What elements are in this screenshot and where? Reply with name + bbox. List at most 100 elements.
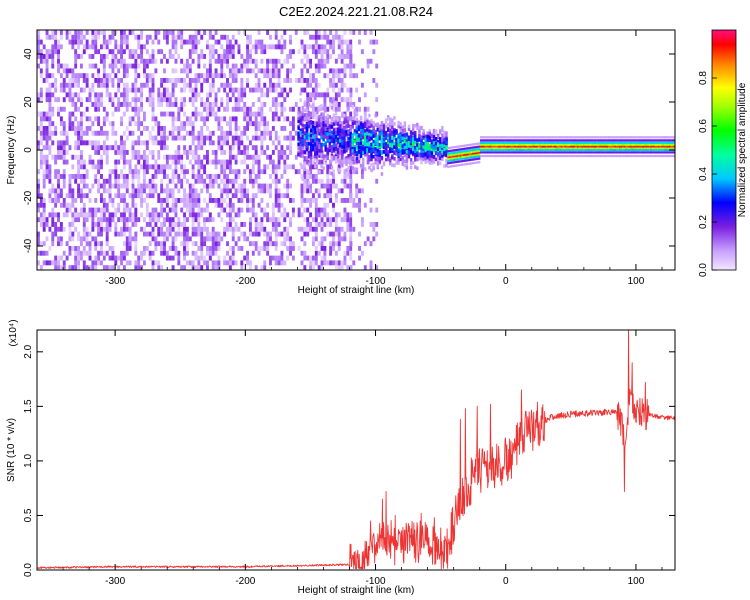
heatmap-cell	[82, 164, 86, 170]
heatmap-cell	[475, 155, 478, 158]
heatmap-cell	[145, 183, 149, 189]
heatmap-cell	[74, 226, 78, 232]
heatmap-cell	[183, 121, 186, 127]
heatmap-cell	[48, 135, 52, 141]
heatmap-cell	[326, 120, 329, 125]
heatmap-cell	[280, 231, 284, 237]
heatmap-cell	[475, 148, 478, 151]
heatmap-cell	[128, 102, 132, 107]
heatmap-cell	[234, 130, 238, 136]
heatmap-cell	[314, 147, 317, 152]
heatmap-cell	[91, 82, 95, 88]
heatmap-cell	[174, 222, 178, 227]
heatmap-cell	[343, 159, 346, 163]
heatmap-cell	[289, 130, 292, 136]
heatmap-cell	[495, 147, 498, 150]
heatmap-cell	[332, 169, 335, 175]
heatmap-cell	[142, 140, 146, 146]
heatmap-cell	[148, 212, 152, 218]
heatmap-cell	[137, 150, 141, 155]
heatmap-cell	[372, 49, 376, 55]
heatmap-cell	[424, 152, 427, 157]
heatmap-cell	[177, 30, 181, 35]
heatmap-cell	[97, 106, 101, 112]
heatmap-cell	[171, 92, 175, 98]
heatmap-cell	[85, 44, 89, 50]
heatmap-cell	[94, 212, 98, 218]
heatmap-cell	[375, 222, 379, 227]
heatmap-cell	[266, 87, 270, 93]
heatmap-cell	[314, 54, 318, 59]
heatmap-cell	[85, 226, 89, 232]
heatmap-cell	[79, 73, 83, 79]
heatmap-cell	[108, 121, 112, 127]
heatmap-cell	[432, 154, 436, 159]
heatmap-cell	[194, 188, 198, 194]
heatmap-cell	[57, 193, 60, 199]
heatmap-cell	[328, 136, 332, 140]
heatmap-cell	[359, 143, 363, 148]
heatmap-cell	[306, 58, 310, 64]
heatmap-cell	[366, 159, 370, 165]
heatmap-cell	[349, 139, 352, 143]
heatmap-cell	[380, 144, 384, 149]
heatmap-cell	[208, 198, 212, 203]
heatmap-cell	[501, 139, 504, 142]
heatmap-cell	[197, 222, 201, 227]
heatmap-cell	[322, 154, 325, 159]
heatmap-cell	[346, 169, 350, 175]
heatmap-cell	[114, 159, 118, 165]
heatmap-cell	[481, 143, 484, 146]
heatmap-cell	[217, 121, 221, 127]
heatmap-cell	[85, 241, 89, 247]
heatmap-cell	[151, 188, 155, 194]
heatmap-cell	[334, 106, 338, 112]
heatmap-cell	[148, 178, 152, 184]
heatmap-cell	[206, 250, 209, 256]
heatmap-cell	[71, 188, 75, 194]
heatmap-cell	[100, 260, 103, 266]
heatmap-cell	[409, 138, 413, 142]
heatmap-cell	[428, 160, 432, 164]
heatmap-cell	[349, 155, 352, 159]
heatmap-cell	[114, 54, 118, 59]
heatmap-cell	[102, 68, 106, 74]
heatmap-cell	[349, 174, 353, 179]
heatmap-cell	[237, 87, 241, 93]
heatmap-cell	[165, 217, 169, 223]
heatmap-cell	[343, 145, 346, 149]
heatmap-cell	[420, 144, 423, 148]
heatmap-cell	[329, 68, 333, 74]
heatmap-cell	[217, 135, 221, 141]
heatmap-cell	[171, 82, 175, 88]
heatmap-cell	[128, 164, 132, 170]
heatmap-cell	[389, 149, 392, 154]
heatmap-cell	[280, 145, 284, 151]
heatmap-cell	[240, 265, 244, 270]
heatmap-cell	[251, 178, 255, 184]
heatmap-cell	[386, 117, 390, 121]
heatmap-cell	[299, 136, 302, 141]
heatmap-cell	[82, 178, 86, 184]
heatmap-cell	[57, 178, 60, 184]
heatmap-cell	[248, 116, 252, 122]
heatmap-cell	[448, 149, 451, 153]
heatmap-cell	[77, 126, 81, 131]
heatmap-cell	[105, 150, 109, 155]
heatmap-cell	[309, 34, 313, 40]
heatmap-cell	[237, 135, 241, 141]
heatmap-cell	[154, 34, 158, 40]
heatmap-cell	[314, 260, 318, 266]
heatmap-cell	[100, 145, 103, 151]
heatmap-cell	[320, 212, 324, 218]
heatmap-cell	[37, 193, 40, 199]
heatmap-cell	[39, 250, 43, 256]
heatmap-cell	[68, 30, 72, 35]
heatmap-cell	[211, 217, 215, 223]
heatmap-cell	[94, 116, 98, 122]
heatmap-cell	[168, 54, 172, 59]
heatmap-cell	[343, 217, 347, 223]
heatmap-cell	[105, 44, 109, 50]
heatmap-cell	[286, 116, 290, 122]
heatmap-cell	[269, 241, 272, 247]
